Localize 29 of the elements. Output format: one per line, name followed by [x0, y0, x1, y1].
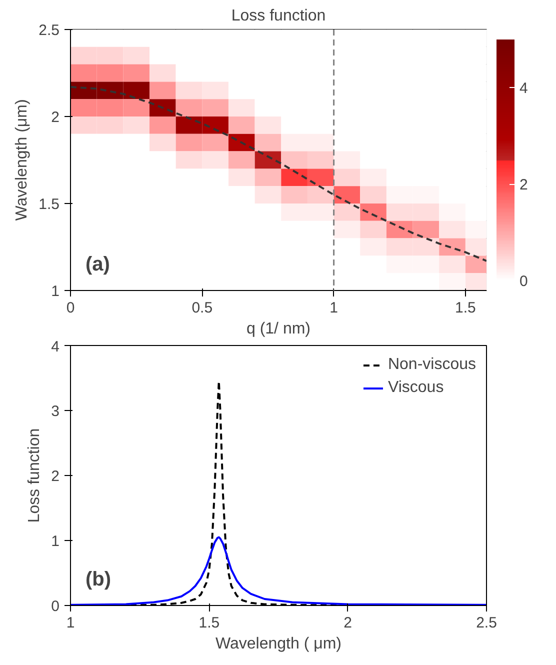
x-tick-label: 2	[344, 614, 352, 632]
x-tick-label: 0	[66, 300, 75, 316]
y-axis-title: Loss function	[26, 428, 44, 523]
x-tick-label: 1.5	[198, 614, 220, 632]
x-axis-title: q (1/ nm)	[246, 320, 311, 338]
annotation: (b)	[86, 568, 112, 590]
y-tick-label: 3	[51, 403, 60, 420]
y-tick-label: 2	[51, 468, 60, 485]
annotation: (a)	[86, 254, 110, 276]
x-axis-title: Wavelength ( μm)	[216, 636, 342, 652]
y-tick-label: 2	[51, 109, 60, 126]
x-tick-label: 1.5	[455, 300, 476, 316]
y-tick-label: 1.5	[38, 196, 60, 213]
color-bar-label: 0	[520, 273, 528, 290]
y-tick-label: 0	[51, 598, 60, 615]
legend-label: Non-viscous	[388, 356, 476, 374]
x-tick-label: 1	[330, 300, 338, 316]
legend-label: Viscous	[388, 379, 444, 397]
y-axis-title: Wavelength (μm)	[14, 99, 31, 221]
color-bar-label: 2	[520, 176, 528, 194]
y-tick-label: 4	[51, 338, 60, 356]
x-tick-label: 1	[66, 614, 75, 632]
y-tick-label: 1	[51, 533, 60, 550]
x-tick-label: 2.5	[476, 614, 497, 632]
chart-title: Loss function	[231, 8, 326, 24]
color-bar-label: 4	[520, 80, 528, 98]
x-tick-label: 0.5	[192, 300, 213, 316]
y-tick-label: 1	[51, 283, 60, 300]
y-tick-label: 2.5	[38, 22, 60, 39]
